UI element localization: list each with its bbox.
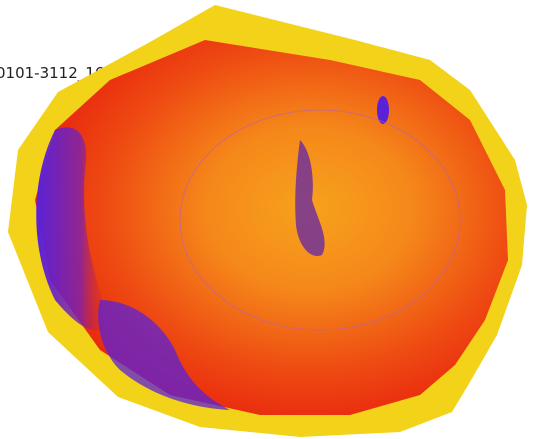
surface-view: 0101-3112_1600 xyxy=(0,0,534,439)
